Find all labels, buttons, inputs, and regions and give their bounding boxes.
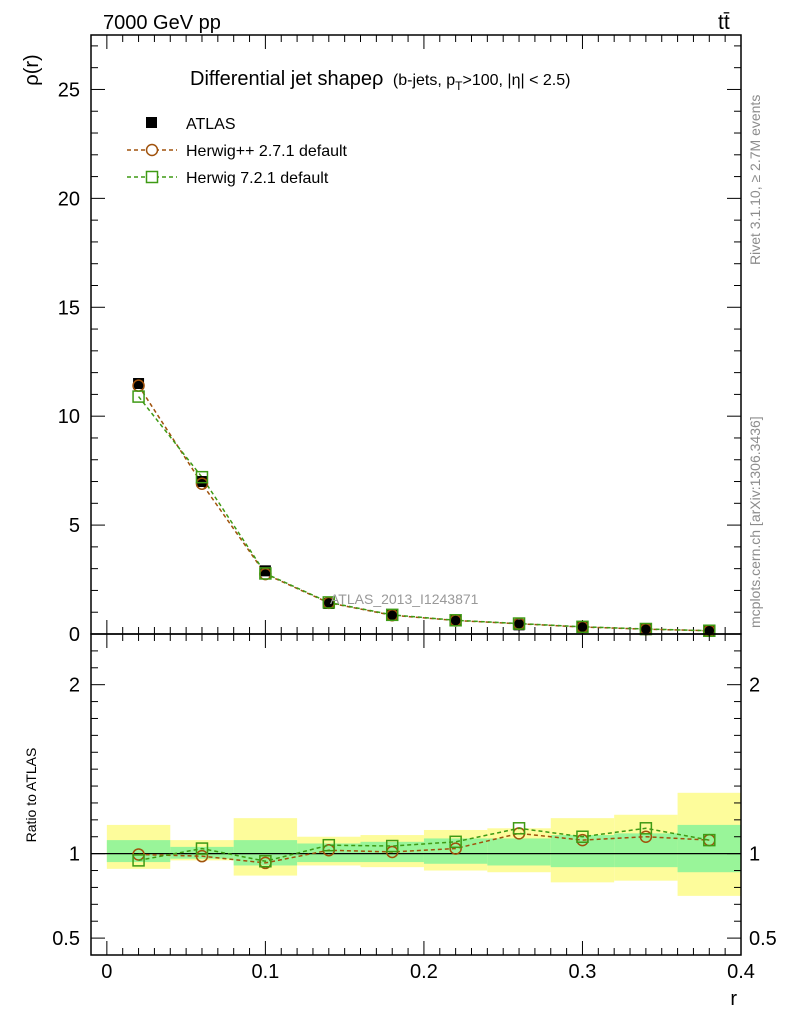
rivet-version-label: Rivet 3.1.10, ≥ 2.7M events — [747, 95, 763, 265]
ratio-y-tick-label-right: 2 — [749, 675, 760, 697]
title-sub-T: T — [455, 79, 463, 93]
atlas-point — [196, 476, 208, 488]
herwigpp-point — [195, 477, 209, 490]
x-tick-label: 0 — [101, 961, 112, 983]
herwig7-point — [385, 608, 399, 622]
ratio-y-tick-label-right: 1 — [749, 844, 760, 866]
atlas-point — [386, 609, 398, 621]
ratio-line-herwig7 — [138, 827, 710, 863]
ratio-point-herwig7 — [132, 854, 145, 867]
ratio-band-inner — [487, 838, 551, 866]
analysis-watermark: ATLAS_2013_I1243871 — [330, 591, 479, 607]
herwig7-point — [576, 620, 589, 634]
herwig7-point — [259, 567, 272, 580]
legend-marker-herwig7 — [145, 170, 159, 184]
legend-label-herwig7: Herwig 7.2.1 default — [186, 170, 329, 187]
atlas-point — [576, 621, 588, 633]
x-tick-label: 0.1 — [251, 961, 279, 983]
ratio-point-herwigpp — [449, 842, 462, 855]
atlas-point — [513, 619, 525, 631]
header-process: tt̄ — [718, 11, 730, 34]
y-tick-label: 0 — [69, 624, 80, 646]
atlas-point — [259, 565, 271, 577]
header-energy: 7000 GeV pp — [103, 12, 221, 34]
ratio-band-inner — [677, 824, 741, 873]
ratio-point-herwig7 — [449, 835, 462, 849]
chart-title: Differential jet shapeρ (b-jets, pT>100,… — [190, 68, 570, 93]
ratio-band-inner — [423, 838, 488, 864]
ratio-point-herwig7 — [259, 854, 272, 868]
ratio-y-tick-label: 1 — [69, 844, 80, 866]
ratio-band-inner — [614, 833, 678, 868]
ratio-line-herwigpp — [138, 832, 710, 864]
atlas-point — [133, 378, 145, 390]
x-tick-label: 0.2 — [410, 961, 438, 983]
title-main: Differential jet shapeρ — [190, 68, 383, 90]
main-panel: 0 5 10 15 20 25 — [58, 35, 742, 646]
title-sub: (b-jets, p — [393, 72, 455, 89]
ratio-band-inner — [550, 835, 615, 868]
legend-marker-atlas — [146, 117, 157, 128]
herwig7-point — [512, 617, 526, 630]
ratio-band-inner — [297, 843, 361, 863]
herwig7-point — [449, 614, 462, 627]
ratio-y-axis-label: Ratio to ATLAS — [23, 748, 39, 843]
ratio-panel: 0 0.1 0.2 0.3 0.4 0.5 0.5 1 1 2 2 — [52, 633, 777, 983]
ratio-point-herwig7 — [703, 833, 716, 847]
y-axis-label: ρ(r) — [21, 54, 43, 85]
y-tick-label: 25 — [58, 79, 80, 101]
legend-label-atlas: ATLAS — [186, 116, 236, 133]
ratio-point-herwig7 — [385, 839, 399, 853]
ratio-band-inner — [170, 846, 234, 859]
ratio-y-tick-label: 0.5 — [52, 928, 80, 950]
atlas-point — [323, 598, 335, 610]
x-axis-label: r — [730, 988, 737, 1010]
atlas-point — [450, 615, 462, 627]
y-tick-label: 10 — [58, 406, 80, 428]
x-tick-label: 0.4 — [727, 961, 755, 983]
ratio-point-herwig7 — [512, 822, 526, 835]
herwig7-point — [195, 470, 209, 484]
y-tick-label: 5 — [69, 515, 80, 537]
y-tick-label: 20 — [58, 188, 80, 210]
ratio-panel-frame — [90, 633, 742, 956]
ratio-point-herwigpp — [195, 849, 209, 863]
ratio-point-herwigpp — [639, 830, 653, 843]
ratio-point-herwig7 — [322, 838, 336, 852]
title-sub-rest: >100, |η| < 2.5) — [463, 72, 571, 89]
atlas-point — [703, 625, 715, 637]
x-tick-label: 0.3 — [569, 961, 597, 983]
ratio-point-herwig7 — [639, 822, 653, 835]
atlas-point — [640, 624, 652, 636]
ratio-y-tick-label-right: 0.5 — [749, 928, 777, 950]
ratio-point-herwig7 — [195, 842, 209, 855]
mcplots-label: mcplots.cern.ch [arXiv:1306.3436] — [747, 416, 763, 628]
ratio-y-tick-label: 2 — [69, 675, 80, 697]
legend-marker-herwigpp — [145, 143, 159, 157]
ratio-point-herwig7 — [576, 830, 589, 843]
series-line-herwig7 — [137, 396, 710, 632]
legend-label-herwigpp: Herwig++ 2.7.1 default — [186, 143, 348, 160]
herwig7-point — [322, 596, 336, 609]
y-tick-label: 15 — [58, 297, 80, 319]
legend: ATLAS Herwig++ 2.7.1 default Herwig 7.2.… — [127, 116, 348, 187]
ratio-band-inner — [106, 840, 171, 863]
herwig7-point — [132, 390, 145, 403]
